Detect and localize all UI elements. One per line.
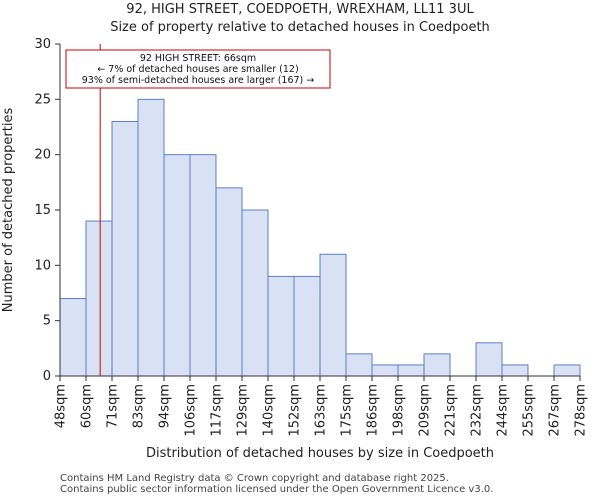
histogram-bar	[345, 353, 373, 377]
footer-attribution-2: Contains public sector information licen…	[60, 484, 494, 495]
histogram-bar	[189, 154, 217, 377]
x-tick-label: 232sqm	[470, 384, 485, 437]
x-tick-label: 175sqm	[340, 384, 355, 437]
chart-title: 92, HIGH STREET, COEDPOETH, WREXHAM, LL1…	[126, 2, 474, 17]
histogram-bar	[215, 187, 243, 377]
x-tick-label: 48sqm	[54, 384, 69, 428]
histogram-bar	[475, 342, 503, 377]
annotation-box	[65, 49, 331, 89]
y-tick-label: 20	[34, 148, 51, 163]
x-tick-label: 117sqm	[210, 384, 225, 437]
histogram-bar	[241, 209, 269, 377]
histogram-bar	[501, 364, 529, 377]
annotation-text-line-2: ← 7% of detached houses are smaller (12)	[97, 64, 298, 75]
x-tick-label: 198sqm	[392, 384, 407, 437]
histogram-bar	[293, 275, 321, 377]
histogram-bar	[319, 253, 347, 377]
y-tick-label: 10	[34, 258, 51, 273]
histogram-bar	[111, 120, 139, 377]
y-tick-label: 30	[34, 37, 51, 52]
x-tick-label: 221sqm	[444, 384, 459, 437]
histogram-bar	[397, 364, 425, 377]
y-tick-label: 5	[43, 314, 51, 329]
histogram-bar	[163, 154, 191, 377]
x-tick-label: 163sqm	[314, 384, 329, 437]
histogram-bar	[59, 298, 87, 377]
y-axis-title: Number of detached properties	[1, 108, 16, 313]
x-tick-label: 209sqm	[418, 384, 433, 437]
y-tick-label: 0	[43, 369, 51, 384]
x-tick-label: 278sqm	[574, 384, 589, 437]
x-tick-label: 83sqm	[132, 384, 147, 428]
x-tick-label: 129sqm	[236, 384, 251, 437]
histogram-bar	[267, 275, 295, 377]
histogram-bar	[423, 353, 451, 377]
x-tick-label: 71sqm	[106, 384, 121, 428]
chart-subtitle: Size of property relative to detached ho…	[110, 20, 490, 35]
x-tick-label: 140sqm	[262, 384, 277, 437]
histogram-bar	[85, 220, 113, 377]
y-tick-label: 15	[34, 203, 51, 218]
y-tick-label: 25	[34, 92, 51, 107]
x-tick-label: 60sqm	[80, 384, 95, 428]
annotation-text-line-3: 93% of semi-detached houses are larger (…	[82, 75, 315, 86]
histogram-bar	[553, 364, 581, 377]
x-tick-label: 255sqm	[522, 384, 537, 437]
annotation-text-line-1: 92 HIGH STREET: 66sqm	[140, 53, 256, 64]
x-tick-label: 94sqm	[158, 384, 173, 428]
x-tick-label: 106sqm	[184, 384, 199, 437]
histogram-bar	[137, 98, 165, 377]
x-tick-label: 244sqm	[496, 384, 511, 437]
x-tick-label: 267sqm	[548, 384, 563, 437]
footer-attribution-1: Contains HM Land Registry data © Crown c…	[60, 473, 449, 484]
histogram-bar	[371, 364, 399, 377]
x-axis-title: Distribution of detached houses by size …	[146, 446, 494, 461]
x-tick-label: 152sqm	[288, 384, 303, 437]
x-tick-label: 186sqm	[366, 384, 381, 437]
